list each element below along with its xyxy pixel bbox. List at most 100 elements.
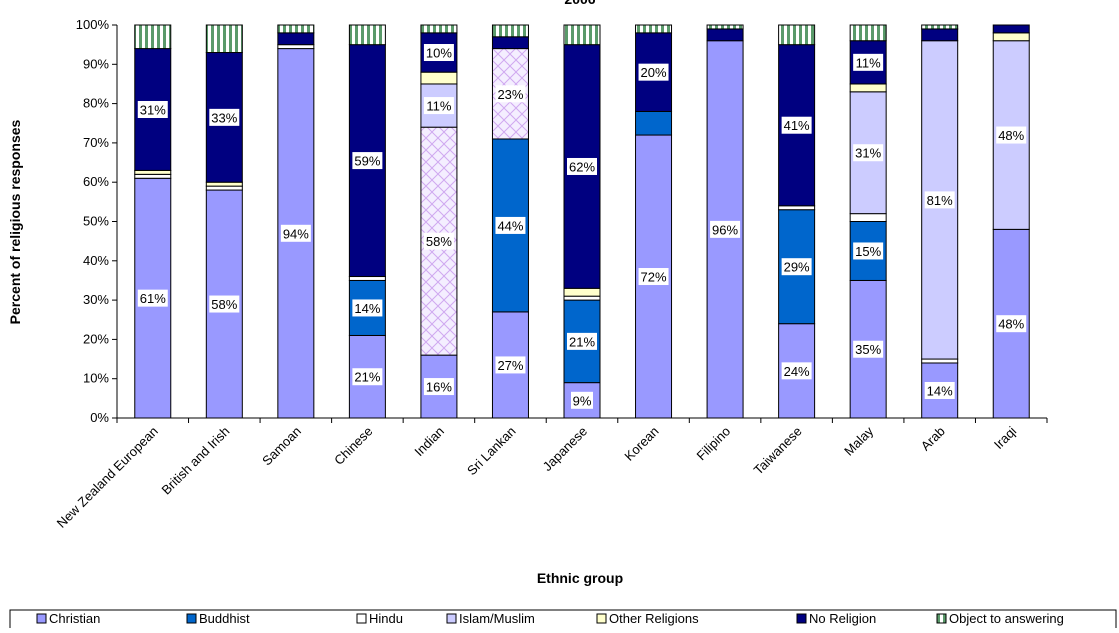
data-label-box (352, 152, 383, 170)
data-label-text: 96% (712, 222, 738, 237)
data-label: 14% (352, 299, 383, 317)
y-tick-label: 50% (83, 214, 109, 229)
data-label-box (781, 116, 812, 134)
data-label-text: 33% (211, 110, 237, 125)
data-label-text: 21% (569, 334, 595, 349)
y-tick-label: 20% (83, 331, 109, 346)
data-label-text: 48% (998, 317, 1024, 332)
data-label: 21% (352, 368, 383, 386)
x-tick-label: Korean (621, 424, 661, 464)
legend-item-no-religion: No Religion (796, 611, 876, 626)
data-label: 20% (638, 63, 669, 81)
y-axis-title: Percent of religious responses (7, 119, 23, 324)
bar-stack-indian (420, 24, 458, 419)
data-label-text: 24% (784, 364, 810, 379)
data-label: 48% (996, 126, 1027, 144)
data-label-box (996, 315, 1027, 333)
legend-item-buddhist: Buddhist (186, 611, 250, 626)
data-label-text: 20% (641, 65, 667, 80)
data-label-text: 81% (927, 193, 953, 208)
x-tick-label: Chinese (331, 424, 375, 468)
data-label-box (209, 295, 240, 313)
data-label-text: 58% (211, 297, 237, 312)
data-label-box (853, 340, 884, 358)
data-label: 81% (924, 191, 955, 209)
data-label: 23% (495, 85, 526, 103)
data-label: 11% (853, 53, 884, 71)
data-label-box (137, 100, 168, 118)
bar-object-to-answering (635, 24, 673, 34)
x-axis-title: Ethnic group (537, 570, 623, 586)
data-label-text: 72% (641, 270, 667, 285)
data-label: 58% (209, 295, 240, 313)
data-label: 27% (495, 356, 526, 374)
x-tick-label: Filipino (693, 424, 733, 464)
bar-other-religions (134, 169, 172, 175)
data-label-text: 9% (573, 393, 592, 408)
bar-stack-malay (849, 24, 887, 419)
legend-swatch (796, 613, 807, 624)
data-label-box (423, 232, 454, 250)
x-tick-label: Japanese (540, 424, 590, 474)
data-label-box (710, 220, 741, 238)
data-label: 11% (423, 97, 454, 115)
legend-label: Islam/Muslim (459, 611, 535, 626)
data-label-text: 16% (426, 380, 452, 395)
legend-label: Christian (49, 611, 100, 626)
data-label: 31% (853, 144, 884, 162)
bar-no-religion (921, 28, 959, 42)
bar-no-religion (491, 36, 529, 50)
bar-object-to-answering (134, 24, 172, 50)
data-label: 29% (781, 258, 812, 276)
data-label-box (495, 356, 526, 374)
data-label-text: 62% (569, 159, 595, 174)
legend-swatch (186, 613, 197, 624)
y-tick-label: 90% (83, 56, 109, 71)
bar-stack-samoan (277, 24, 315, 419)
data-label: 33% (209, 108, 240, 126)
data-label: 61% (137, 289, 168, 307)
legend-item-other-religions: Other Religions (596, 611, 699, 626)
data-label-box (638, 268, 669, 286)
data-label-box (423, 97, 454, 115)
x-tick-label: Malay (841, 423, 876, 458)
bar-object-to-answering (706, 24, 744, 30)
bar-no-religion (706, 28, 744, 42)
data-label-box (853, 242, 884, 260)
data-label: 35% (853, 340, 884, 358)
y-tick-label: 10% (83, 371, 109, 386)
bar-hindu (277, 44, 315, 50)
data-label-box (781, 258, 812, 276)
x-tick-label: Sri Lankan (464, 424, 519, 479)
legend-label: Object to answering (949, 611, 1064, 626)
legend-label: Other Religions (609, 611, 699, 626)
bar-stack-iraqi (992, 24, 1030, 419)
x-tick-label: Samoan (259, 424, 304, 469)
data-label-box (781, 362, 812, 380)
legend-swatch (446, 613, 457, 624)
chart-title: 2006 (564, 0, 595, 7)
data-label: 94% (280, 224, 311, 242)
data-label-box (567, 332, 597, 350)
x-tick-label: New Zealand European (54, 424, 161, 531)
bar-hindu (778, 205, 816, 211)
legend-swatch (356, 613, 367, 624)
data-label: 15% (853, 242, 884, 260)
data-label-box (853, 144, 884, 162)
legend-label: Hindu (369, 611, 403, 626)
data-label: 31% (137, 100, 168, 118)
bar-other-religions (563, 287, 601, 297)
x-tick-label: Indian (411, 424, 447, 460)
legend-item-christian: Christian (36, 611, 100, 626)
data-label: 59% (352, 152, 383, 170)
data-label: 48% (996, 315, 1027, 333)
y-tick-label: 80% (83, 96, 109, 111)
data-label-text: 44% (497, 218, 523, 233)
bar-hindu (205, 185, 243, 191)
y-tick-label: 40% (83, 253, 109, 268)
data-label: 58% (423, 232, 454, 250)
legend-label: No Religion (809, 611, 876, 626)
data-label-text: 35% (855, 342, 881, 357)
data-label-box (423, 378, 454, 396)
